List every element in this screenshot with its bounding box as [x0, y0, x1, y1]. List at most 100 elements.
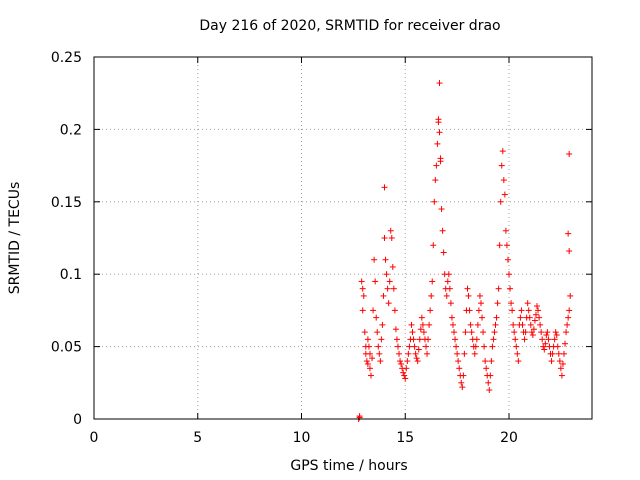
data-point — [488, 358, 495, 365]
data-point — [446, 285, 453, 292]
data-point — [473, 336, 480, 343]
data-point — [378, 336, 385, 343]
data-point — [402, 375, 409, 382]
data-point — [485, 379, 492, 386]
data-point — [453, 343, 460, 350]
data-point — [480, 329, 487, 336]
data-point — [499, 148, 506, 155]
data-point — [476, 292, 483, 299]
data-point — [379, 321, 386, 328]
data-point — [462, 329, 469, 336]
data-point — [416, 336, 423, 343]
y-tick-label: 0.2 — [60, 122, 82, 138]
data-point — [394, 343, 401, 350]
data-point — [537, 321, 544, 328]
data-point — [565, 230, 572, 237]
data-point — [404, 358, 411, 365]
data-point — [548, 358, 555, 365]
data-point — [418, 314, 425, 321]
y-tick-label: 0 — [73, 412, 82, 428]
data-point — [566, 151, 573, 158]
data-point — [365, 343, 372, 350]
data-point — [374, 329, 381, 336]
data-point — [564, 321, 571, 328]
chart-title: Day 216 of 2020, SRMTID for receiver dra… — [199, 18, 500, 34]
data-point — [368, 372, 375, 379]
data-point — [427, 307, 434, 314]
data-point — [525, 307, 532, 314]
data-point — [425, 336, 432, 343]
data-point — [490, 336, 497, 343]
data-point — [436, 80, 443, 87]
data-point — [494, 300, 501, 307]
data-point — [497, 198, 504, 205]
data-point — [398, 360, 405, 367]
data-point — [414, 358, 421, 365]
data-point — [449, 321, 456, 328]
data-point — [530, 326, 537, 333]
data-point — [386, 278, 393, 285]
y-axis-label: SRMTID / TECUs — [7, 182, 23, 295]
data-point — [372, 278, 379, 285]
data-point — [410, 336, 417, 343]
data-point — [501, 191, 508, 198]
data-point — [415, 346, 422, 353]
data-point — [390, 285, 397, 292]
data-point — [468, 329, 475, 336]
data-points — [355, 80, 574, 422]
data-point — [471, 350, 478, 357]
data-point — [563, 329, 570, 336]
y-tick-label: 0.25 — [51, 50, 82, 66]
data-point — [543, 332, 550, 339]
data-point — [436, 129, 443, 136]
data-point — [380, 292, 387, 299]
data-point — [385, 300, 392, 307]
data-point — [454, 350, 461, 357]
data-point — [475, 307, 482, 314]
data-point — [361, 329, 368, 336]
data-point — [515, 358, 522, 365]
data-point — [439, 227, 446, 234]
data-point — [426, 321, 433, 328]
data-point — [377, 358, 384, 365]
data-point — [431, 198, 438, 205]
data-point — [397, 358, 404, 365]
data-point — [466, 307, 473, 314]
data-point — [381, 184, 388, 191]
data-point — [527, 321, 534, 328]
data-point — [556, 358, 563, 365]
data-point — [487, 372, 494, 379]
data-point — [565, 314, 572, 321]
data-point — [495, 285, 502, 292]
data-point — [534, 303, 541, 310]
y-tick-label: 0.1 — [60, 267, 82, 283]
data-point — [359, 307, 366, 314]
x-axis-label: GPS time / hours — [290, 458, 407, 474]
data-point — [382, 256, 389, 263]
data-point — [553, 332, 560, 339]
data-point — [456, 365, 463, 372]
data-point — [387, 227, 394, 234]
data-point — [467, 321, 474, 328]
data-point — [384, 285, 391, 292]
data-point — [524, 300, 531, 307]
data-point — [383, 271, 390, 278]
data-point — [481, 343, 488, 350]
data-point — [472, 343, 479, 350]
data-point — [364, 336, 371, 343]
data-point — [451, 329, 458, 336]
data-point — [558, 372, 565, 379]
data-point — [409, 329, 416, 336]
data-point — [486, 387, 493, 394]
data-point — [424, 350, 431, 357]
data-point — [447, 300, 454, 307]
data-point — [438, 206, 445, 213]
data-point — [408, 321, 415, 328]
data-point — [513, 343, 520, 350]
data-point — [434, 140, 441, 147]
data-point — [452, 336, 459, 343]
data-point — [531, 317, 538, 324]
data-point — [419, 321, 426, 328]
data-point — [375, 343, 382, 350]
data-point — [429, 278, 436, 285]
